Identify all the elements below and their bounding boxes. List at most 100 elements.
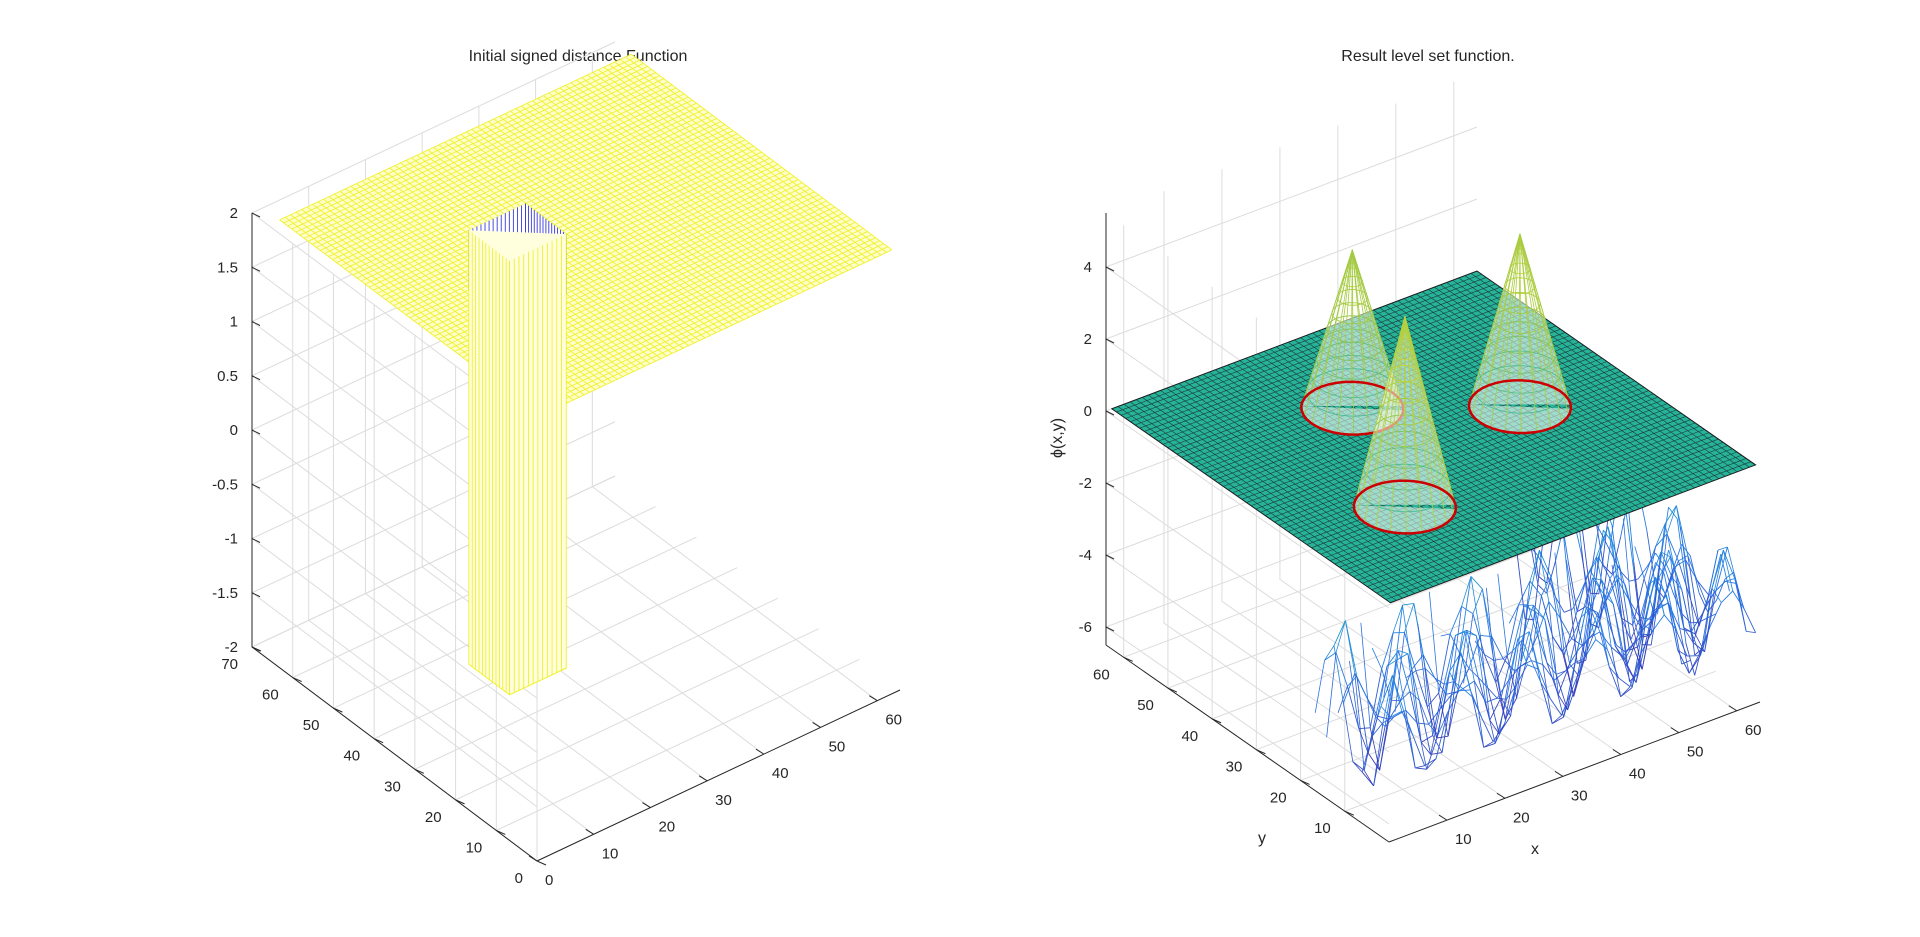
right-below-line [1597, 612, 1608, 650]
right-below-line [1361, 771, 1374, 787]
right-below-line [1430, 752, 1443, 755]
right-below-line [1457, 630, 1468, 692]
right-y-tick-label: 30 [1226, 759, 1243, 776]
right-below-line [1415, 767, 1427, 770]
right-zero-contour [1467, 379, 1573, 435]
right-x-tick-mark [1438, 814, 1448, 821]
right-x-tick-label: 60 [1745, 722, 1762, 739]
right-below-line [1666, 533, 1679, 562]
right-below-line [1402, 603, 1414, 606]
right-x-tick-mark [1670, 727, 1680, 734]
right-below-line [1426, 758, 1437, 770]
right-below-line [1396, 660, 1407, 711]
right-below-line [1657, 533, 1668, 615]
right-z-label: ϕ(x,y) [1049, 418, 1066, 458]
right-below-line [1449, 633, 1460, 654]
right-below-line [1464, 631, 1475, 682]
right-cone-meridian [1404, 316, 1423, 533]
right-below-line [1342, 702, 1354, 762]
right-below-line [1552, 636, 1563, 652]
right-below-line [1523, 604, 1534, 607]
right-x-tick-label: 50 [1687, 744, 1704, 761]
right-below-line [1601, 579, 1614, 605]
right-below-line [1349, 660, 1360, 729]
left-mesh-line [356, 111, 709, 279]
right-below-line [1568, 562, 1578, 612]
left-z-tick-mark [251, 646, 261, 652]
right-below-line [1600, 578, 1611, 620]
right-below-line [1548, 601, 1559, 695]
right-below-line [1333, 620, 1346, 646]
right-below-line [1643, 578, 1654, 613]
left-z-tick-label: -0.5 [212, 476, 238, 493]
right-below-line [1629, 646, 1639, 651]
right-below-line [1495, 655, 1508, 683]
right-cone-meridian [1353, 316, 1406, 507]
right-below-line [1371, 647, 1383, 670]
left-y-tick-label: 50 [303, 717, 320, 734]
left-shaft-fill [468, 230, 567, 695]
left-mesh-line [515, 108, 777, 305]
right-below-line [1694, 640, 1704, 676]
left-mesh-line [279, 53, 632, 221]
right-below-line [1599, 631, 1610, 667]
right-below-line [1633, 570, 1643, 645]
left-mesh-line [320, 84, 673, 251]
right-below-line [1581, 522, 1591, 594]
right-below-line [1704, 592, 1715, 652]
right-below-line [1676, 518, 1687, 584]
right-below-line [1626, 665, 1637, 683]
right-below-line [1692, 642, 1705, 653]
right-cone-meridian [1490, 233, 1521, 428]
right-below-line [1485, 587, 1497, 683]
left-mesh-line [360, 114, 713, 282]
right-below-line [1461, 606, 1474, 615]
right-below-line [1655, 523, 1666, 547]
right-below-line [1367, 716, 1379, 754]
right-cone-meridian [1519, 233, 1563, 423]
right-below-line [1607, 526, 1620, 566]
right-below-line [1608, 666, 1622, 697]
right-below-line [1483, 654, 1497, 683]
right-below-line [1722, 550, 1734, 592]
right-below-line [1352, 761, 1363, 773]
right-below-line [1412, 736, 1426, 766]
right-cone-meridian [1404, 316, 1446, 492]
left-x-tick-mark [698, 775, 708, 782]
right-below-line [1443, 681, 1454, 685]
right-below-line [1481, 717, 1494, 742]
right-below-line [1614, 645, 1626, 660]
right-y-tick-mark [1256, 749, 1266, 755]
left-mesh-line [537, 97, 799, 295]
right-below-line [1581, 548, 1591, 624]
right-below-line [1588, 556, 1599, 639]
right-below-line [1553, 680, 1564, 718]
right-below-line [1734, 578, 1745, 610]
right-below-line [1440, 633, 1451, 637]
right-below-line [1732, 590, 1745, 610]
right-below-line [1380, 675, 1393, 707]
right-below-line [1449, 606, 1462, 635]
right-below-line [1500, 650, 1514, 698]
right-below-line [1563, 686, 1574, 718]
right-below-line [1487, 687, 1498, 699]
right-below-line [1675, 628, 1688, 657]
right-below-line [1650, 565, 1661, 635]
left-mesh-line [369, 121, 722, 288]
right-below-line [1400, 691, 1411, 702]
right-below-line [1411, 669, 1422, 743]
left-mesh-line [332, 93, 685, 261]
right-x-tick-mark [1728, 705, 1738, 712]
right-below-line [1553, 670, 1566, 681]
right-below-line [1335, 652, 1348, 687]
right-cone-meridian [1404, 316, 1437, 529]
right-zero-contour [1352, 479, 1458, 535]
right-below-line [1360, 622, 1371, 728]
right-below-line [1549, 698, 1562, 716]
right-below-line [1418, 700, 1432, 755]
right-below-line [1692, 613, 1703, 643]
left-y-tick-mark [455, 799, 465, 805]
right-cone-meridian [1502, 233, 1521, 382]
right-plane-line [1440, 284, 1720, 479]
right-below-line [1602, 564, 1613, 575]
